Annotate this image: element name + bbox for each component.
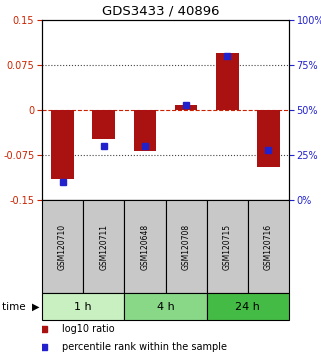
Bar [83,200,124,293]
Bar [124,200,166,293]
Bar [216,53,239,110]
Bar [124,293,207,320]
Bar [42,200,83,293]
Bar [51,110,74,179]
Text: GSM120715: GSM120715 [223,223,232,269]
Text: 4 h: 4 h [157,302,174,312]
Text: GSM120708: GSM120708 [182,223,191,269]
Text: 24 h: 24 h [235,302,260,312]
Bar [207,200,248,293]
Text: GSM120648: GSM120648 [140,223,149,269]
Text: GSM120711: GSM120711 [99,223,108,269]
Bar [248,200,289,293]
Text: ▶: ▶ [32,302,39,312]
Text: GSM120710: GSM120710 [58,223,67,269]
Bar [166,200,207,293]
Text: percentile rank within the sample: percentile rank within the sample [62,342,227,352]
Bar [92,110,115,139]
Text: 1 h: 1 h [74,302,92,312]
Text: log10 ratio: log10 ratio [62,324,114,333]
Bar [42,293,124,320]
Bar [257,110,280,167]
Text: GSM120716: GSM120716 [264,223,273,269]
Bar [134,110,156,151]
Text: time: time [2,302,29,312]
Bar [175,105,197,110]
Bar [207,293,289,320]
Text: GDS3433 / 40896: GDS3433 / 40896 [102,5,219,18]
